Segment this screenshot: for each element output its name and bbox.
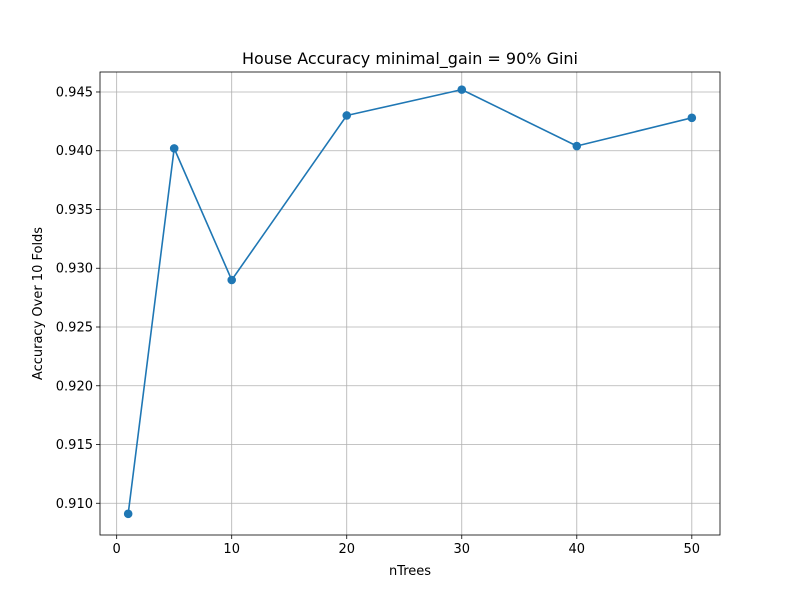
x-tick-label: 0 [113,542,121,557]
y-tick-label: 0.940 [56,144,93,159]
y-axis-label: Accuracy Over 10 Folds [31,227,46,380]
x-tick-label: 10 [223,542,240,557]
axis-ticks: 0 10 20 30 40 50 0.910 0.915 0.920 0.925 0.930 0.93… [56,85,700,557]
data-point [687,113,697,123]
data-point [457,85,467,94]
data-point [123,509,133,519]
x-tick-label: 50 [684,542,701,557]
y-tick-label: 0.945 [56,85,93,100]
x-tick-label: 30 [453,542,470,557]
y-tick-label: 0.925 [56,321,93,336]
y-tick-label: 0.920 [56,379,93,394]
data-point [342,111,352,120]
chart-title: House Accuracy minimal_gain = 90% Gini [242,49,578,69]
y-tick-label: 0.915 [56,438,93,453]
grid [100,72,720,535]
data-point [572,141,582,151]
series-layer [123,85,697,519]
x-tick-label: 20 [338,542,355,557]
x-axis-label: nTrees [389,564,431,579]
plot-area-frame [99,71,721,536]
y-tick-label: 0.935 [56,203,93,218]
series-line [127,88,693,514]
data-point [169,144,179,153]
y-tick-label: 0.910 [56,497,93,512]
y-tick-label: 0.930 [56,262,93,277]
x-tick-label: 40 [569,542,586,557]
data-point [227,275,237,285]
